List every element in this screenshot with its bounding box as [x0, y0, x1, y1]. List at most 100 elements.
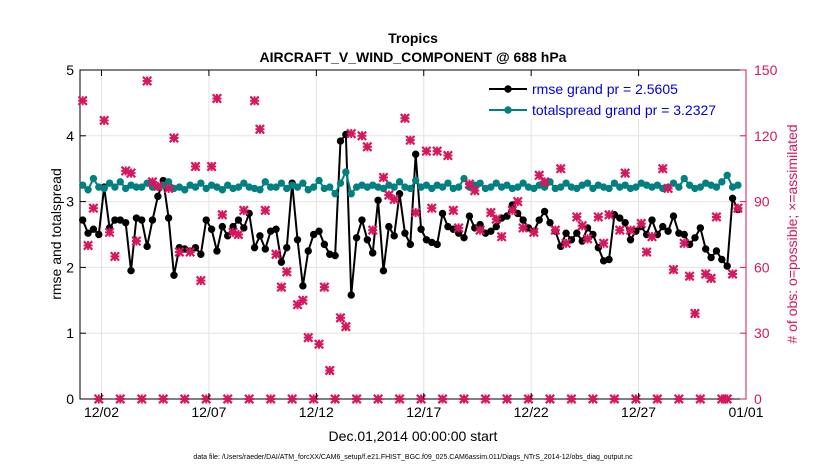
obs-assimilated-point	[271, 249, 282, 260]
obs-assimilated-point	[77, 95, 88, 106]
obs-assimilated-point	[206, 161, 217, 172]
obs-assimilated-point	[126, 168, 137, 179]
obs-assimilated-point	[614, 225, 625, 236]
rmse-point	[712, 247, 721, 255]
obs-assimilated-point	[480, 394, 491, 404]
obs-assimilated-point	[324, 365, 335, 376]
chart-title: Tropics	[388, 30, 438, 46]
rmse-point	[702, 245, 710, 253]
totalspread-point	[283, 184, 291, 193]
rmse-point	[728, 194, 737, 203]
rmse-point	[250, 243, 259, 252]
totalspread-point	[224, 181, 232, 189]
totalspread-point	[444, 179, 452, 187]
obs-assimilated-point	[104, 227, 115, 238]
rmse-point	[138, 216, 146, 224]
totalspread-point	[492, 179, 500, 187]
obs-assimilated-point	[668, 264, 679, 275]
rmse-point	[487, 227, 495, 235]
obs-assimilated-point	[362, 141, 373, 152]
totalspread-point	[530, 184, 538, 193]
obs-assimilated-point	[550, 225, 561, 236]
obs-assimilated-point	[314, 339, 324, 350]
y-left-tick-label: 3	[66, 194, 74, 210]
totalspread-point	[84, 186, 92, 194]
rmse-point	[605, 255, 613, 264]
obs-assimilated-point	[292, 299, 303, 310]
rmse-point	[309, 230, 318, 239]
obs-assimilated-point	[555, 163, 566, 174]
totalspread-point	[428, 184, 436, 193]
rmse-line	[81, 133, 739, 297]
y-right-tick-label: 90	[754, 194, 770, 210]
rmse-point	[283, 243, 291, 252]
rmse-point	[358, 216, 366, 224]
rmse-point	[691, 234, 699, 242]
obs-assimilated-point	[695, 394, 706, 404]
obs-assimilated-point	[260, 205, 271, 216]
obs-assimilated-point	[641, 247, 652, 258]
obs-assimilated-point	[405, 135, 416, 146]
totalspread-point	[395, 178, 404, 186]
totalspread-point	[309, 183, 318, 191]
x-tick-label: 12/02	[84, 404, 119, 420]
y-left-tick-label: 1	[66, 325, 74, 341]
y-right-tick-label: 30	[754, 325, 770, 341]
rmse-point	[680, 230, 688, 239]
axes: 12/02 12/07 12/12 12/17 12/22 12/27 01/0101234…	[66, 62, 777, 420]
obs-assimilated-point	[356, 130, 367, 141]
rmse-point	[315, 227, 323, 235]
totalspread-point	[181, 186, 189, 194]
obs-assimilated-point	[507, 205, 518, 216]
obs-assimilated-point	[571, 211, 582, 222]
y-axis-label-left: rmse and totalspread	[48, 168, 64, 300]
obs-assimilated-point	[303, 332, 314, 343]
legend-rmse-marker	[504, 85, 512, 93]
rmse-point	[546, 218, 554, 227]
obs-assimilated-point	[448, 205, 459, 216]
totalspread-point	[379, 184, 388, 193]
obs-assimilated-point	[711, 211, 722, 222]
obs-assimilated-point	[346, 128, 357, 139]
rmse-point	[299, 282, 307, 290]
obs-assimilated-point	[389, 194, 400, 205]
totalspread-point	[100, 184, 108, 193]
totalspread-point	[406, 184, 415, 193]
obs-assimilated-point	[475, 225, 486, 236]
totalspread-point	[277, 179, 286, 187]
obs-assimilated-point	[582, 233, 593, 244]
obs-assimilated-point	[518, 222, 529, 233]
totalspread-point	[240, 179, 248, 187]
rmse-point	[89, 225, 98, 233]
y-right-tick-label: 60	[754, 259, 770, 275]
obs-assimilated-point	[657, 163, 668, 174]
y-left-tick-label: 2	[66, 259, 74, 275]
obs-assimilated-point	[706, 273, 717, 284]
rmse-point	[202, 216, 210, 224]
rmse-point	[707, 253, 715, 262]
rmse-point	[127, 266, 135, 275]
rmse-point	[723, 262, 731, 270]
obs-assimilated-point	[265, 394, 276, 404]
rmse-point	[616, 214, 624, 222]
obs-assimilated-point	[426, 203, 437, 214]
rmse-point	[347, 291, 355, 299]
legend: rmse grand pr = 2.5605 totalspread grand…	[484, 77, 742, 119]
rmse-point	[363, 236, 372, 244]
totalspread-point	[342, 168, 350, 176]
totalspread-point	[197, 179, 205, 187]
rmse-point	[207, 225, 216, 233]
obs-assimilated-point	[249, 95, 260, 106]
totalspread-point	[562, 179, 570, 187]
rmse-point	[621, 218, 629, 227]
totalspread-point	[191, 183, 200, 191]
rmse-point	[143, 242, 151, 251]
rmse-point	[664, 227, 672, 235]
rmse-point	[417, 225, 425, 233]
rmse-point	[164, 214, 173, 222]
obs-assimilated-point	[367, 225, 378, 236]
totalspread-point	[557, 183, 565, 191]
totalspread-point	[583, 179, 592, 187]
obs-assimilated-point	[528, 227, 539, 238]
